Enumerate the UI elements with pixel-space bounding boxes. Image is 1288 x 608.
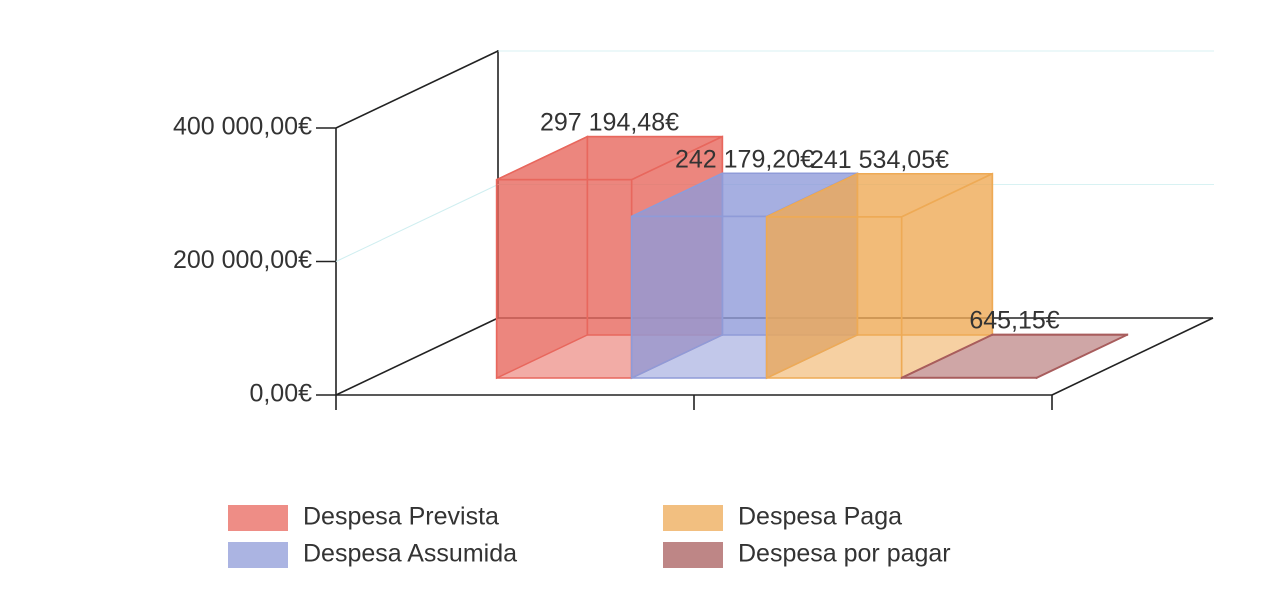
grid-line xyxy=(335,317,499,396)
y-tick-label: 400 000,00€ xyxy=(173,113,312,141)
bar-top xyxy=(901,333,1128,379)
grid-line xyxy=(335,50,499,129)
y-tick-label: 200 000,00€ xyxy=(173,246,312,274)
legend-swatch xyxy=(228,542,288,568)
bar-front xyxy=(630,215,768,379)
value-label: 241 534,05€ xyxy=(810,146,949,174)
legend-label: Despesa Assumida xyxy=(303,540,517,568)
value-label: 645,15€ xyxy=(969,307,1059,335)
bar-front xyxy=(765,216,903,379)
legend-label: Despesa Paga xyxy=(738,503,902,531)
bar xyxy=(900,333,1129,380)
legend-swatch xyxy=(663,542,723,568)
value-label: 242 179,20€ xyxy=(675,145,814,173)
legend-label: Despesa por pagar xyxy=(738,540,951,568)
bar-top xyxy=(766,172,993,218)
value-label: 297 194,48€ xyxy=(540,109,679,137)
bar xyxy=(765,172,994,380)
legend-swatch xyxy=(228,505,288,531)
bar-top xyxy=(496,135,723,181)
legend-label: Despesa Prevista xyxy=(303,503,499,531)
grid-line xyxy=(335,184,499,262)
bar-front xyxy=(495,178,633,379)
y-tick-label: 0,00€ xyxy=(249,380,312,408)
legend-swatch xyxy=(663,505,723,531)
